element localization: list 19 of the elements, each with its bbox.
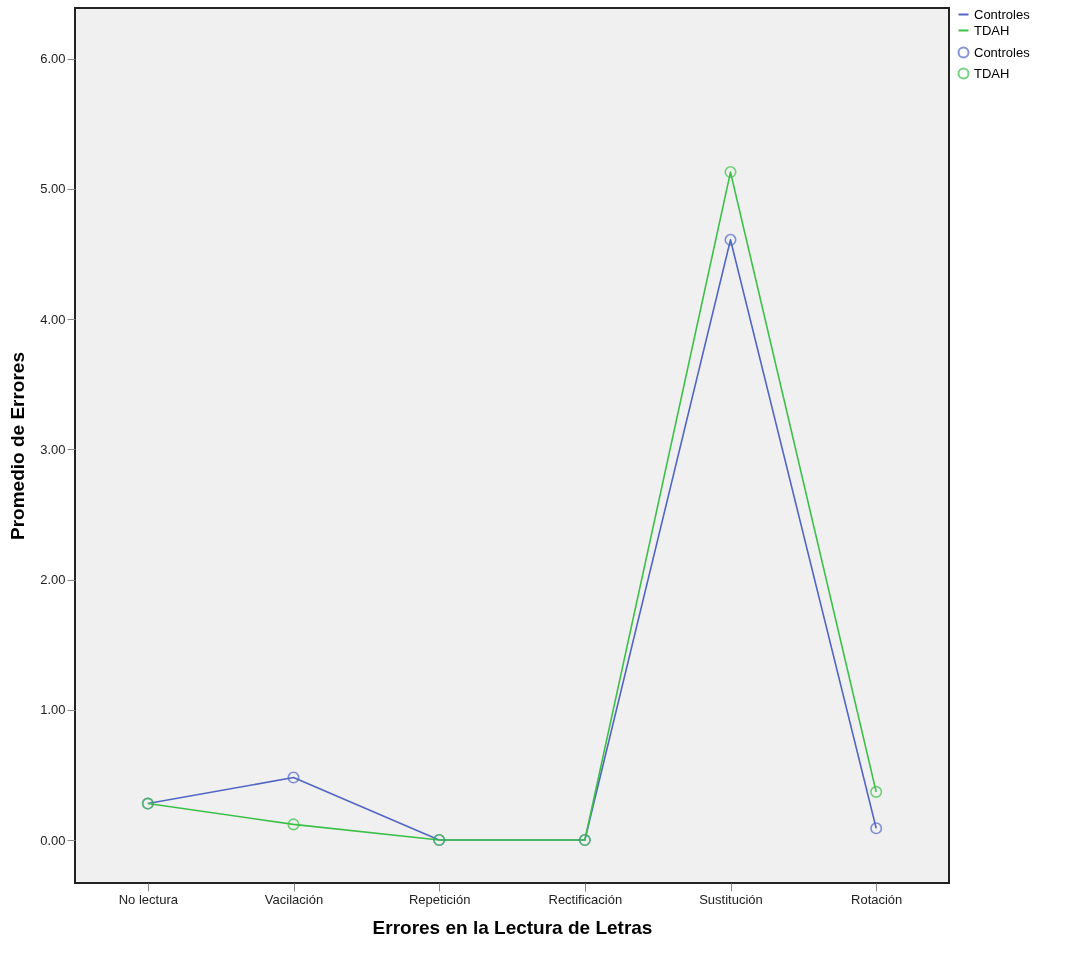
x-tick-label: No lectura bbox=[118, 891, 179, 907]
x-axis-title: Errores en la Lectura de Letras bbox=[372, 916, 653, 938]
y-tick-label: 2.00 bbox=[40, 572, 66, 588]
y-tick-label: 6.00 bbox=[40, 51, 66, 67]
y-tick-label: 5.00 bbox=[40, 181, 66, 197]
x-tick-label: Sustitución bbox=[699, 891, 763, 907]
y-axis-title: Promedio de Errores bbox=[7, 352, 29, 540]
y-tick-label: 4.00 bbox=[40, 311, 66, 327]
x-tick-label: Vacilación bbox=[264, 891, 324, 907]
y-tick-label: 3.00 bbox=[40, 441, 66, 457]
y-tick-label: 1.00 bbox=[40, 702, 66, 718]
x-tick-label: Repetición bbox=[408, 891, 471, 907]
legend-label: Controles bbox=[974, 44, 1031, 60]
text: TDAH bbox=[974, 22, 1010, 38]
x-tick-label: Rotación bbox=[851, 891, 903, 907]
legend-label: TDAH bbox=[974, 65, 1010, 81]
x-tick-label: Rectificación bbox=[548, 891, 623, 907]
y-tick-label: 0.00 bbox=[40, 832, 66, 848]
text: Controles bbox=[974, 6, 1030, 22]
